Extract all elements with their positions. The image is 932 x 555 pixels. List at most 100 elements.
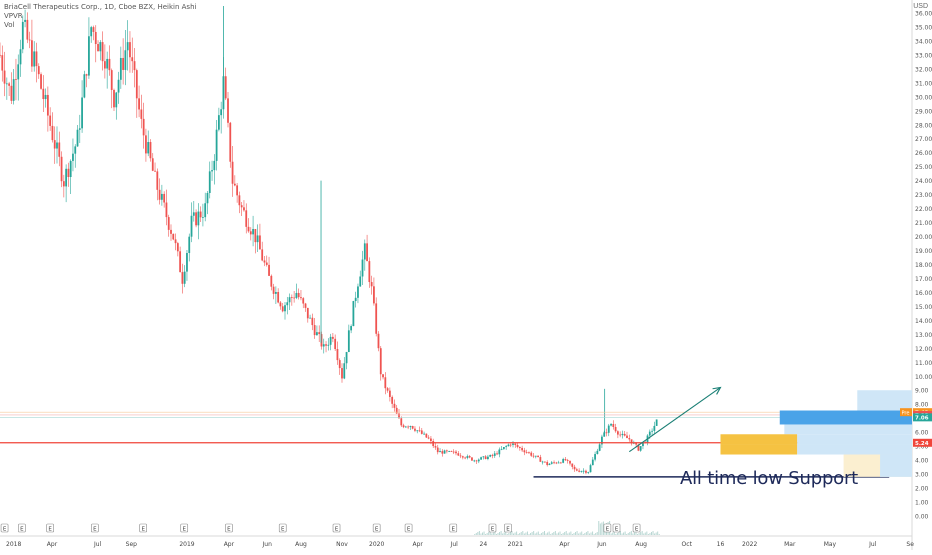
- earnings-marker-label: E: [227, 527, 231, 533]
- candle-body: [46, 94, 49, 116]
- candle-body: [521, 447, 524, 451]
- y-tick-label: 30.00: [915, 94, 932, 101]
- symbol-title[interactable]: BriaCell Therapeutics Corp., 1D, Cboe BZ…: [4, 3, 197, 11]
- volume-profile-bar: [784, 424, 912, 435]
- volume-bar: [637, 534, 639, 535]
- candle-body: [571, 463, 574, 467]
- candle-body: [83, 74, 86, 98]
- candle-body: [623, 433, 626, 436]
- volume-bar: [508, 533, 510, 535]
- y-tick-label: 21.00: [915, 220, 932, 227]
- x-tick-label: Aug: [295, 541, 307, 548]
- candle-body: [569, 460, 571, 464]
- volume-bar: [593, 534, 595, 535]
- volume-bar: [478, 531, 480, 535]
- volume-bar: [474, 534, 476, 535]
- trend-arrow-head: [712, 386, 722, 395]
- x-tick-label: Oct: [682, 541, 693, 548]
- volume-bar: [575, 532, 577, 535]
- candle-body: [651, 430, 653, 432]
- candle-body: [621, 433, 624, 436]
- earnings-marker: [46, 523, 54, 533]
- candle-body: [466, 456, 469, 458]
- x-tick-label: Apr: [47, 541, 58, 548]
- candle-body: [167, 217, 170, 230]
- candle-body: [197, 211, 200, 226]
- volume-bar: [612, 532, 614, 535]
- candle-body: [457, 453, 460, 456]
- y-tick-label: 29.00: [915, 108, 932, 115]
- candle-body: [37, 66, 40, 75]
- candle-body: [473, 460, 476, 462]
- volume-bar: [615, 534, 617, 535]
- volume-bar: [547, 532, 549, 535]
- candle-body: [94, 31, 97, 45]
- candle-body: [557, 462, 560, 464]
- volume-bar: [556, 533, 558, 535]
- candle-body: [124, 50, 127, 70]
- volume-bar: [619, 531, 621, 535]
- earnings-marker-label: E: [491, 527, 495, 533]
- indicator-vol[interactable]: Vol: [4, 21, 15, 29]
- volume-bar: [655, 532, 657, 535]
- volume-bar: [497, 533, 499, 535]
- price-tags: 7.43Pre7.237.065.24: [900, 408, 932, 447]
- candle-body: [195, 212, 197, 226]
- candle-body: [564, 459, 567, 461]
- candle-body: [154, 170, 156, 172]
- y-tick-label: 5.00: [915, 444, 929, 451]
- candle-body: [215, 129, 218, 161]
- candle-body: [585, 470, 587, 473]
- candle-body: [24, 19, 26, 22]
- candle-body: [158, 189, 161, 200]
- indicator-vpvr[interactable]: VPVR: [4, 12, 23, 20]
- volume-bar: [522, 531, 524, 535]
- y-tick-label: 25.00: [915, 164, 932, 171]
- candle-body: [461, 456, 464, 458]
- volume-bar: [578, 533, 580, 535]
- earnings-marker: [372, 523, 381, 533]
- candle-body: [281, 306, 284, 312]
- candle-body: [400, 418, 403, 426]
- candle-body: [284, 305, 286, 312]
- candle-body: [220, 109, 223, 116]
- candle-body: [270, 275, 273, 287]
- volume-bar: [579, 532, 581, 535]
- volume-bar: [629, 532, 631, 535]
- volume-bar: [477, 532, 479, 535]
- volume-bar: [554, 531, 556, 535]
- candle-body: [247, 226, 250, 232]
- candle-body: [327, 344, 330, 346]
- earnings-marker: [504, 523, 512, 533]
- volume-bar: [526, 531, 528, 535]
- candle-body: [49, 115, 52, 126]
- volume-bar: [624, 531, 626, 535]
- volume-profile-bar: [797, 444, 912, 455]
- x-tick-label: Mar: [784, 541, 796, 548]
- candle-body: [445, 450, 448, 452]
- candle-body: [534, 455, 537, 457]
- candle-body: [263, 260, 266, 263]
- y-tick-label: 17.00: [915, 276, 932, 283]
- candle-body: [67, 168, 70, 178]
- candle-body: [341, 368, 343, 379]
- candle-body: [65, 168, 68, 187]
- y-tick-label: 23.00: [915, 192, 932, 199]
- candle-body: [578, 470, 581, 472]
- volume-bar: [644, 532, 646, 535]
- volume-bar: [585, 532, 587, 535]
- volume-bar: [573, 533, 575, 535]
- earnings-marker-label: E: [141, 527, 145, 533]
- candle-body: [40, 74, 42, 89]
- x-tick-label: 2020: [369, 541, 384, 548]
- candle-body: [436, 447, 439, 453]
- candle-body: [8, 83, 11, 86]
- candle-body: [322, 344, 325, 347]
- candle-body: [653, 425, 656, 431]
- candle-body: [512, 443, 514, 445]
- candle-body: [471, 457, 473, 461]
- candle-body: [391, 396, 394, 404]
